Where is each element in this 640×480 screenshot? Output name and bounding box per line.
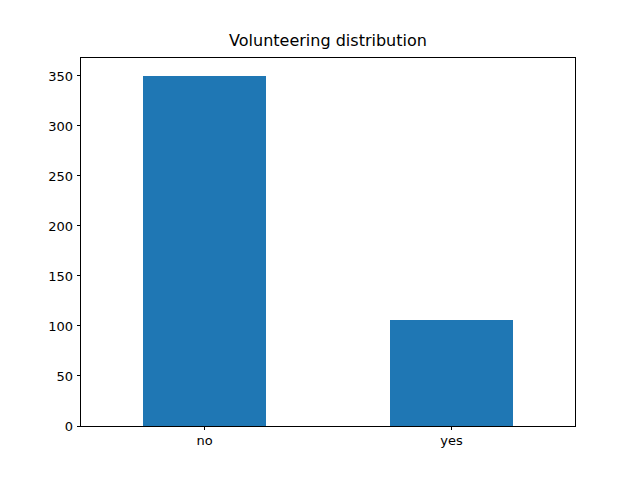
chart-title: Volunteering distribution	[80, 33, 576, 49]
x-tick-label-yes: yes	[440, 434, 462, 447]
x-tick-mark	[204, 426, 205, 430]
y-tick-label: 200	[48, 219, 73, 232]
bar-yes	[390, 320, 514, 426]
y-tick-label: 0	[65, 420, 73, 433]
y-tick-mark	[77, 225, 81, 226]
y-tick-mark	[77, 125, 81, 126]
y-tick-label: 100	[48, 319, 73, 332]
x-tick-mark	[451, 426, 452, 430]
bar-no	[143, 76, 267, 426]
x-tick-label-no: no	[196, 434, 212, 447]
y-tick-label: 150	[48, 269, 73, 282]
y-tick-mark	[77, 426, 81, 427]
y-tick-label: 50	[56, 369, 73, 382]
y-tick-label: 350	[48, 69, 73, 82]
y-tick-mark	[77, 275, 81, 276]
y-tick-mark	[77, 325, 81, 326]
y-tick-label: 250	[48, 169, 73, 182]
y-tick-mark	[77, 375, 81, 376]
y-tick-mark	[77, 175, 81, 176]
y-tick-label: 300	[48, 119, 73, 132]
plot-area: 050100150200250300350noyes	[80, 57, 576, 427]
y-tick-mark	[77, 75, 81, 76]
figure: Volunteering distribution 05010015020025…	[0, 0, 640, 480]
